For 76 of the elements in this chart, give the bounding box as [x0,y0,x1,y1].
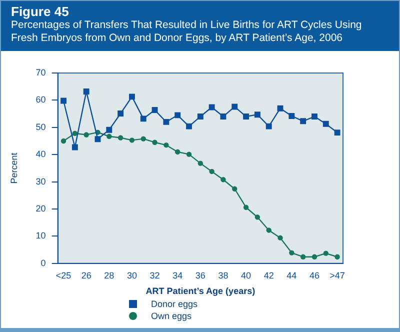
x-tick-label: 34 [172,270,183,280]
x-tick-label: 42 [264,270,274,280]
point [266,123,272,130]
point [152,107,158,113]
point [163,118,170,125]
x-tick-label: 36 [195,270,206,280]
x-tick-label: 46 [309,270,320,280]
y-tick-label: 40 [36,149,46,160]
x-tick-label: 30 [126,270,137,280]
point [197,114,204,120]
point [232,186,238,192]
point [72,144,78,150]
x-tick-label: 26 [81,270,92,280]
point [334,254,340,260]
x-tick-label: >47 [330,270,345,280]
point [278,235,283,240]
point [198,160,204,166]
point [243,204,249,210]
y-tick-label: 50 [36,122,46,132]
chart-title: Figure 45 [11,4,70,19]
point [140,136,146,142]
point [72,130,78,136]
point [232,104,238,110]
point [94,136,101,142]
point [186,152,192,157]
y-tick-label: 60 [36,94,46,105]
legend-label: Own eggs [151,311,192,321]
x-tick-label: 32 [150,270,160,280]
point [84,132,89,138]
point [129,138,135,143]
point [60,138,66,144]
point [277,105,284,112]
x-axis-title: ART Patient’s Age (years) [146,286,256,296]
point [174,112,181,118]
y-tick-label: 20 [36,203,46,214]
point [140,116,146,122]
point [186,123,192,130]
point [106,134,112,139]
x-tick-label: 40 [241,270,252,280]
y-axis-title: Percent [8,152,19,184]
chart-subtitle: Percentages of Transfers That Resulted in Live Births for ART Cycles Using Fresh Embryos from Own and Donor Eggs, by ART Patient’s Age, 2006 [11,19,363,44]
x-tick-label: 38 [218,270,228,280]
point [254,112,260,118]
x-tick-label: 28 [104,270,114,280]
point [300,254,306,260]
y-tick-label: 70 [36,67,46,78]
point [323,250,328,256]
point [208,104,215,110]
point [243,114,250,120]
point [164,142,169,148]
point [312,114,318,120]
point [289,250,294,256]
point [266,228,272,233]
point [106,126,112,133]
y-tick-label: 10 [36,230,46,241]
point [60,98,66,104]
point [152,140,158,145]
point [300,118,306,124]
point [220,114,226,120]
point [118,110,124,116]
legend-label: Donor eggs [151,299,198,309]
point [254,214,260,220]
point [334,130,340,136]
point [118,135,124,140]
y-tick-label: 0 [40,258,46,268]
x-tick-label: 44 [286,270,297,280]
point [209,168,214,174]
point [220,177,226,182]
point [288,113,295,119]
point [128,94,135,100]
point [322,120,329,127]
point [174,149,180,154]
point [83,88,90,94]
point [312,254,318,260]
x-tick-label: <25 [56,270,72,280]
y-tick-label: 30 [36,176,46,186]
